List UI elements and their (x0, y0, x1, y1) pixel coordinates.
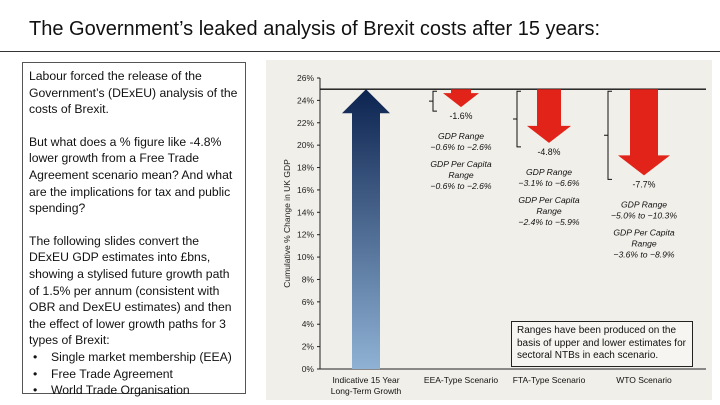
per-capita-title: Range (448, 170, 474, 180)
y-tick-label: 16% (297, 185, 314, 195)
per-capita-range-value: −2.4% to −5.9% (518, 217, 580, 227)
y-tick-label: 26% (297, 73, 314, 83)
y-tick-label: 4% (302, 319, 315, 329)
brexit-gdp-chart: 0% 2% 4% 6% 8% 10% 12% 14% 16% 18% 20% 22% 24% 26% Cum… (266, 60, 712, 400)
category-label: WTO Scenario (616, 375, 672, 385)
y-tick-label: 22% (297, 118, 314, 128)
impact-arrow (618, 89, 670, 176)
brexit-types-list: Single market membership (EEA) Free Trad… (29, 349, 239, 399)
range-bracket (429, 90, 437, 112)
gdp-range-title: GDP Range (621, 199, 667, 209)
impact-arrow (443, 89, 479, 108)
category-label: Indicative 15 Year (332, 375, 399, 385)
list-item: Free Trade Agreement (29, 366, 239, 383)
y-tick-label: 0% (302, 364, 315, 374)
impact-arrow (527, 89, 571, 143)
range-bracket (604, 90, 612, 180)
y-tick-label: 20% (297, 140, 314, 150)
explanation-textbox: Labour forced the release of the Governm… (22, 62, 246, 398)
y-tick-label: 12% (297, 230, 314, 240)
category-label: EEA-Type Scenario (424, 375, 498, 385)
per-capita-title: GDP Per Capita (518, 195, 580, 205)
y-tick-label: 2% (302, 342, 315, 352)
y-tick-label: 18% (297, 163, 314, 173)
per-capita-title: Range (536, 206, 562, 216)
category-label: FTA-Type Scenario (513, 375, 586, 385)
y-tick-label: 10% (297, 252, 314, 262)
range-bracket (513, 90, 521, 148)
y-tick-label: 6% (302, 297, 315, 307)
per-capita-title: Range (631, 238, 657, 248)
slide-title: The Government’s leaked analysis of Brex… (29, 18, 601, 40)
title-divider (0, 51, 720, 52)
impact-label: -4.8% (538, 147, 561, 157)
gdp-range-title: GDP Range (526, 167, 572, 177)
method-paragraph: The following slides convert the DExEU G… (29, 233, 232, 348)
gdp-range-title: GDP Range (438, 131, 484, 141)
chart-svg: 0% 2% 4% 6% 8% 10% 12% 14% 16% 18% 20% 22% 24% 26% Cum… (282, 73, 706, 396)
impact-label: -7.7% (633, 179, 656, 189)
per-capita-title: GDP Per Capita (430, 159, 492, 169)
y-tick-label: 14% (297, 207, 314, 217)
per-capita-range-value: −0.6% to −2.6% (430, 181, 492, 191)
gdp-range-value: −0.6% to −2.6% (430, 142, 492, 152)
gdp-range-value: −5.0% to −10.3% (611, 210, 677, 220)
y-axis-label: Cumulative % Change in UK GDP (282, 159, 292, 288)
ranges-note: Ranges have been produced on the basis o… (511, 321, 693, 367)
list-item: World Trade Organisation (29, 382, 239, 399)
intro-paragraph: Labour forced the release of the Governm… (29, 69, 238, 117)
per-capita-title: GDP Per Capita (613, 227, 675, 237)
growth-arrow (342, 89, 390, 369)
per-capita-range-value: −3.6% to −8.9% (613, 249, 675, 259)
category-label: Long-Term Growth (331, 386, 402, 396)
question-paragraph: But what does a % figure like -4.8% lowe… (29, 134, 233, 216)
impact-label: -1.6% (450, 111, 473, 121)
list-item: Single market membership (EEA) (29, 349, 239, 366)
y-tick-label: 8% (302, 274, 315, 284)
gdp-range-value: −3.1% to −6.6% (518, 178, 580, 188)
y-tick-label: 24% (297, 95, 314, 105)
